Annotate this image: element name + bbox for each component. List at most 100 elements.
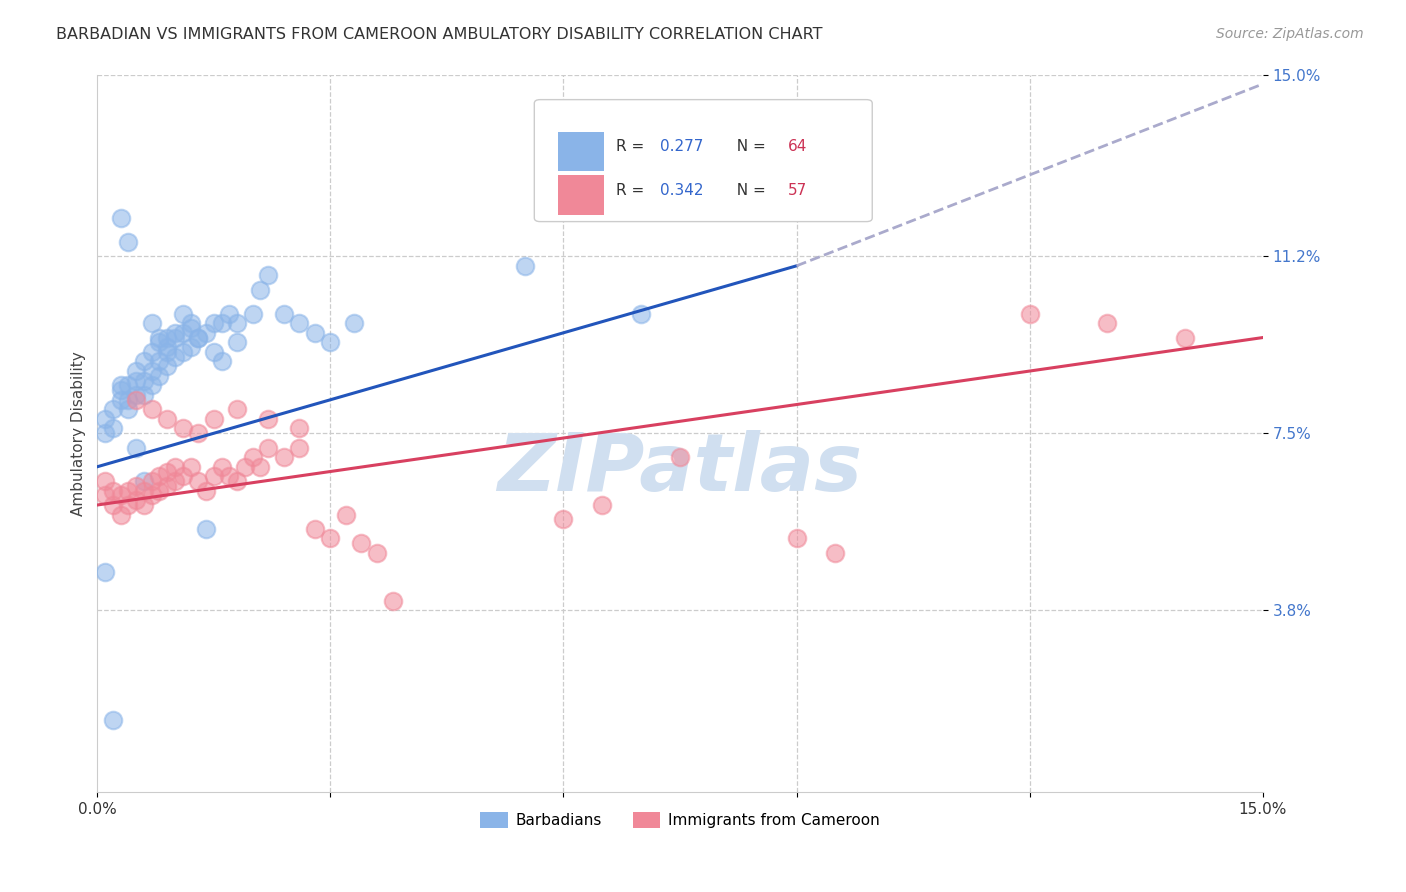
Point bbox=[132, 388, 155, 402]
Point bbox=[350, 536, 373, 550]
Point bbox=[94, 565, 117, 579]
Point bbox=[163, 474, 186, 488]
Point bbox=[125, 364, 148, 378]
Text: N =: N = bbox=[727, 139, 770, 154]
Bar bbox=[558, 132, 605, 171]
Text: 0.277: 0.277 bbox=[661, 139, 703, 154]
Point bbox=[94, 426, 117, 441]
Point bbox=[148, 469, 170, 483]
Point bbox=[132, 374, 155, 388]
Point bbox=[156, 345, 179, 359]
Point bbox=[273, 307, 295, 321]
Point bbox=[141, 488, 163, 502]
Point bbox=[101, 713, 124, 727]
Point bbox=[156, 465, 179, 479]
Point bbox=[141, 364, 163, 378]
FancyBboxPatch shape bbox=[534, 100, 872, 221]
Point bbox=[148, 354, 170, 368]
Y-axis label: Ambulatory Disability: Ambulatory Disability bbox=[72, 351, 86, 516]
Point bbox=[257, 412, 280, 426]
Point bbox=[249, 459, 271, 474]
Point bbox=[172, 326, 194, 340]
Point bbox=[101, 421, 124, 435]
Point bbox=[148, 335, 170, 350]
Point bbox=[257, 441, 280, 455]
Point bbox=[180, 321, 202, 335]
Point bbox=[226, 474, 249, 488]
Point bbox=[156, 359, 179, 374]
Point bbox=[226, 316, 249, 330]
Point bbox=[669, 450, 692, 465]
Point bbox=[125, 441, 148, 455]
Point bbox=[172, 307, 194, 321]
Point bbox=[172, 469, 194, 483]
Point bbox=[125, 493, 148, 508]
Point bbox=[117, 378, 139, 392]
Point bbox=[110, 383, 132, 397]
Point bbox=[125, 479, 148, 493]
Point bbox=[304, 326, 326, 340]
Point bbox=[319, 532, 342, 546]
Point bbox=[156, 330, 179, 344]
Point bbox=[110, 378, 132, 392]
Point bbox=[335, 508, 357, 522]
Point bbox=[132, 474, 155, 488]
Point bbox=[132, 498, 155, 512]
Point bbox=[94, 412, 117, 426]
Point bbox=[163, 326, 186, 340]
Point bbox=[202, 316, 225, 330]
Point bbox=[132, 483, 155, 498]
Point bbox=[202, 412, 225, 426]
Point bbox=[211, 459, 233, 474]
Point bbox=[141, 474, 163, 488]
Point bbox=[319, 335, 342, 350]
Point bbox=[110, 508, 132, 522]
Point bbox=[163, 350, 186, 364]
Point bbox=[125, 388, 148, 402]
Point bbox=[343, 316, 366, 330]
Point bbox=[101, 483, 124, 498]
Point bbox=[101, 498, 124, 512]
Point bbox=[163, 459, 186, 474]
Point bbox=[288, 316, 311, 330]
Point bbox=[288, 421, 311, 435]
Point bbox=[202, 469, 225, 483]
Point bbox=[110, 488, 132, 502]
Point bbox=[156, 340, 179, 354]
Point bbox=[156, 479, 179, 493]
Point bbox=[117, 498, 139, 512]
Point bbox=[513, 259, 536, 273]
Point bbox=[786, 532, 808, 546]
Point bbox=[202, 345, 225, 359]
Point bbox=[125, 374, 148, 388]
Text: ZIPatlas: ZIPatlas bbox=[498, 430, 862, 508]
Point bbox=[187, 426, 209, 441]
Point bbox=[148, 330, 170, 344]
Point bbox=[242, 450, 264, 465]
Point bbox=[148, 368, 170, 383]
Point bbox=[132, 354, 155, 368]
Legend: Barbadians, Immigrants from Cameroon: Barbadians, Immigrants from Cameroon bbox=[474, 806, 886, 835]
Point bbox=[187, 330, 209, 344]
Point bbox=[101, 402, 124, 417]
Text: BARBADIAN VS IMMIGRANTS FROM CAMEROON AMBULATORY DISABILITY CORRELATION CHART: BARBADIAN VS IMMIGRANTS FROM CAMEROON AM… bbox=[56, 27, 823, 42]
Text: 57: 57 bbox=[789, 183, 807, 198]
Point bbox=[187, 474, 209, 488]
Point bbox=[141, 402, 163, 417]
Point bbox=[180, 459, 202, 474]
Point bbox=[824, 546, 846, 560]
Point bbox=[94, 488, 117, 502]
Point bbox=[156, 412, 179, 426]
Point bbox=[195, 326, 218, 340]
Point bbox=[233, 459, 256, 474]
Point bbox=[117, 483, 139, 498]
Point bbox=[125, 392, 148, 407]
Point bbox=[226, 402, 249, 417]
Point bbox=[218, 307, 240, 321]
Point bbox=[242, 307, 264, 321]
Text: Source: ZipAtlas.com: Source: ZipAtlas.com bbox=[1216, 27, 1364, 41]
Text: 64: 64 bbox=[789, 139, 807, 154]
Point bbox=[117, 392, 139, 407]
Point bbox=[163, 330, 186, 344]
Point bbox=[304, 522, 326, 536]
